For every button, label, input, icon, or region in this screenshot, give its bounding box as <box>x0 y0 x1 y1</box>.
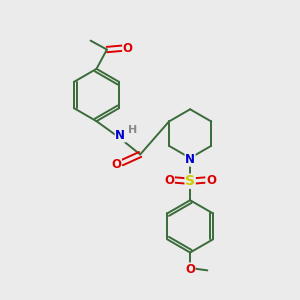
Text: O: O <box>123 42 133 55</box>
Text: O: O <box>164 173 174 187</box>
Text: O: O <box>206 173 216 187</box>
Text: H: H <box>128 125 137 135</box>
Text: N: N <box>115 129 125 142</box>
Text: O: O <box>185 263 195 276</box>
Text: O: O <box>111 158 122 171</box>
Text: S: S <box>185 174 195 188</box>
Text: N: N <box>185 153 195 166</box>
